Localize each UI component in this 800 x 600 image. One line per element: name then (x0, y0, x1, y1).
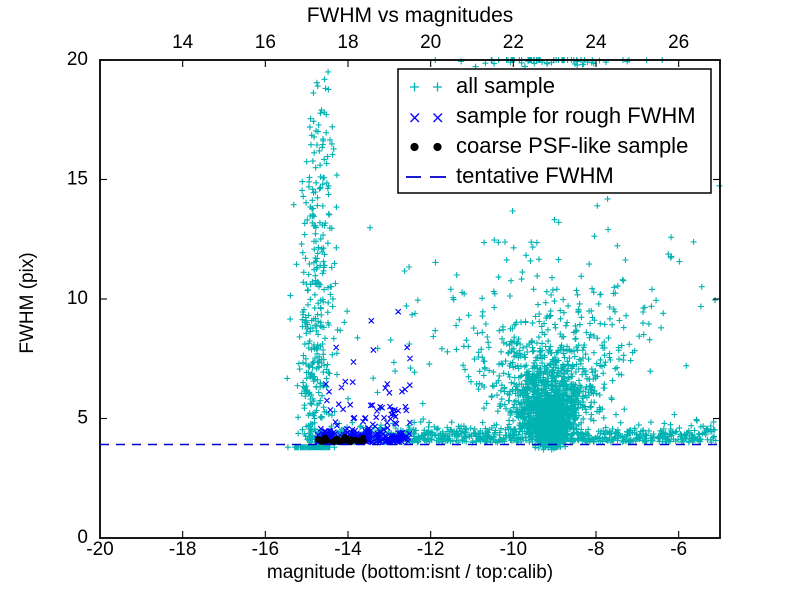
svg-text:-12: -12 (417, 539, 444, 560)
svg-text:-20: -20 (86, 539, 113, 560)
svg-text:coarse PSF-like sample: coarse PSF-like sample (456, 133, 688, 158)
svg-text:15: 15 (67, 169, 88, 190)
svg-text:20: 20 (420, 32, 441, 53)
svg-text:FWHM vs magnitudes: FWHM vs magnitudes (307, 4, 514, 27)
svg-text:26: 26 (668, 32, 689, 53)
svg-text:20: 20 (67, 49, 88, 70)
svg-text:-10: -10 (500, 539, 527, 560)
svg-text:-18: -18 (169, 539, 196, 560)
svg-text:16: 16 (255, 32, 276, 53)
svg-text:-14: -14 (334, 539, 362, 560)
svg-text:18: 18 (337, 32, 358, 53)
svg-text:14: 14 (172, 32, 194, 53)
svg-text:-6: -6 (670, 539, 687, 560)
svg-text:FWHM (pix): FWHM (pix) (17, 252, 38, 353)
svg-text:-16: -16 (252, 539, 279, 560)
svg-text:magnitude (bottom:isnt / top:c: magnitude (bottom:isnt / top:calib) (267, 562, 553, 583)
svg-text:all sample: all sample (456, 73, 555, 98)
svg-text:24: 24 (585, 32, 607, 53)
svg-text:tentative FWHM: tentative FWHM (456, 163, 614, 188)
svg-text:sample for rough FWHM: sample for rough FWHM (456, 103, 696, 128)
svg-text:22: 22 (503, 32, 524, 53)
svg-text:10: 10 (67, 288, 88, 309)
svg-text:5: 5 (77, 408, 88, 429)
svg-text:-8: -8 (588, 539, 605, 560)
